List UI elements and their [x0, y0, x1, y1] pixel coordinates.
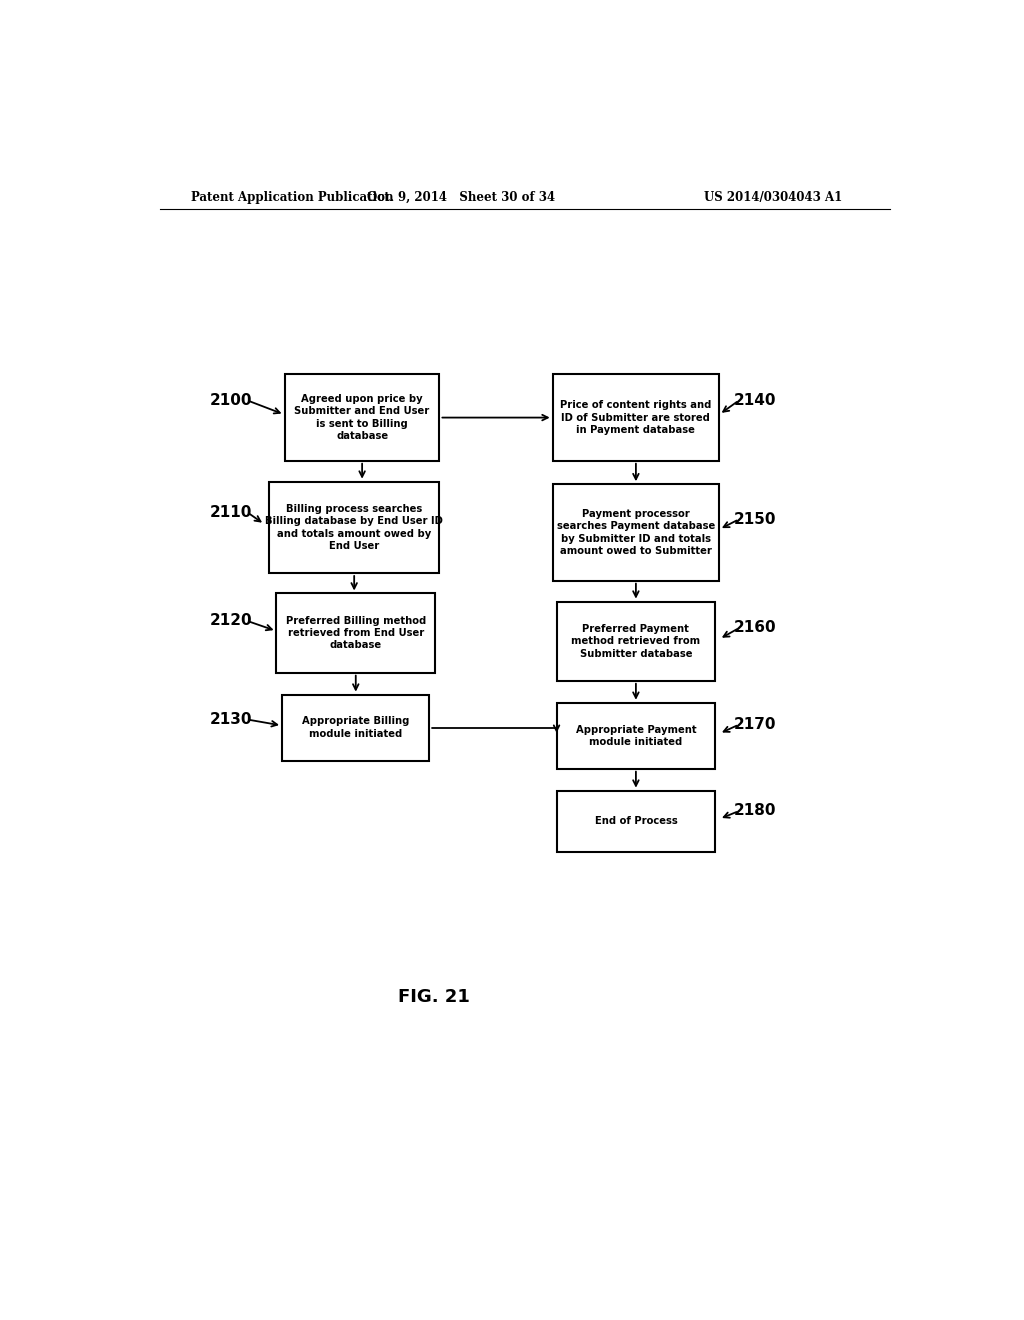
Text: Patent Application Publication: Patent Application Publication: [191, 190, 394, 203]
Text: Billing process searches
Billing database by End User ID
and totals amount owed : Billing process searches Billing databas…: [265, 504, 443, 550]
Bar: [557, 602, 716, 681]
Text: 2150: 2150: [733, 512, 776, 527]
Text: Preferred Billing method
retrieved from End User
database: Preferred Billing method retrieved from …: [286, 615, 426, 651]
Text: End of Process: End of Process: [595, 816, 677, 826]
Text: Appropriate Payment
module initiated: Appropriate Payment module initiated: [575, 725, 696, 747]
Bar: [553, 375, 719, 461]
Bar: [269, 482, 439, 573]
Bar: [553, 484, 719, 581]
Text: 2160: 2160: [733, 620, 776, 635]
Text: FIG. 21: FIG. 21: [397, 987, 469, 1006]
Text: 2170: 2170: [733, 717, 776, 733]
Text: 2110: 2110: [210, 504, 252, 520]
Text: Agreed upon price by
Submitter and End User
is sent to Billing
database: Agreed upon price by Submitter and End U…: [295, 393, 430, 441]
Text: Appropriate Billing
module initiated: Appropriate Billing module initiated: [302, 717, 410, 739]
Bar: [285, 375, 439, 461]
Text: 2180: 2180: [733, 804, 776, 818]
Text: 2130: 2130: [210, 711, 253, 727]
Bar: [283, 694, 429, 760]
Text: Payment processor
searches Payment database
by Submitter ID and totals
amount ow: Payment processor searches Payment datab…: [557, 508, 715, 556]
Bar: [276, 594, 435, 673]
Text: 2140: 2140: [733, 393, 776, 408]
Text: US 2014/0304043 A1: US 2014/0304043 A1: [703, 190, 842, 203]
Text: Oct. 9, 2014   Sheet 30 of 34: Oct. 9, 2014 Sheet 30 of 34: [368, 190, 555, 203]
Bar: [557, 791, 716, 851]
Bar: [557, 702, 716, 768]
Text: Price of content rights and
ID of Submitter are stored
in Payment database: Price of content rights and ID of Submit…: [560, 400, 712, 436]
Text: 2100: 2100: [210, 393, 253, 408]
Text: Preferred Payment
method retrieved from
Submitter database: Preferred Payment method retrieved from …: [571, 624, 700, 659]
Text: 2120: 2120: [210, 614, 253, 628]
